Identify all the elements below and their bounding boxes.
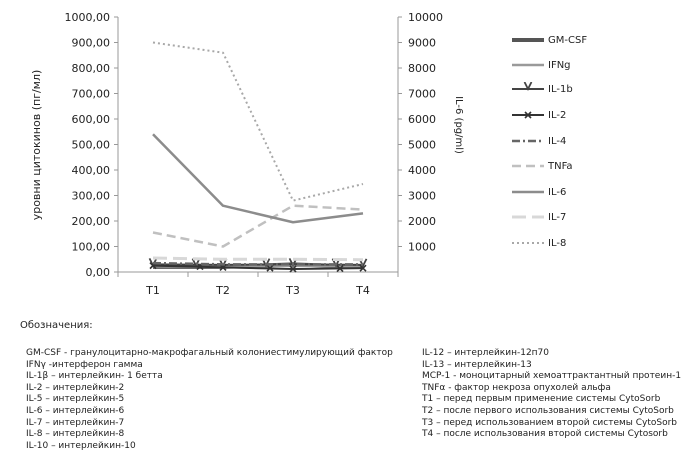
legend-label: IL-7 <box>548 211 567 223</box>
note-line: IL-2 – интерлейкин-2 <box>26 382 125 393</box>
y-tick-label-right: 1000 <box>408 241 436 254</box>
legend-item-ifng: IFNg <box>510 58 571 72</box>
legend-swatch <box>512 82 544 92</box>
y-tick-label-left: 1000,00 <box>65 11 111 24</box>
legend-item-il-2: IL-2 <box>510 108 566 122</box>
legend-swatch <box>512 111 544 119</box>
legend-swatch <box>512 38 544 42</box>
data-point-il-2 <box>266 264 274 272</box>
y-axis-label-right: IL-6 (pg/ml) <box>453 96 464 154</box>
y-tick-label-left: 100,00 <box>72 241 111 254</box>
series-il-8 <box>152 41 364 202</box>
legend-item-il-7: IL-7 <box>510 210 566 224</box>
note-line: GM-CSF - гранулоцитарно-макрофагальный к… <box>26 348 393 358</box>
y-tick-label-left: 400,00 <box>72 164 111 177</box>
legend-item-tnfa: TNFa <box>510 159 573 173</box>
series-il-7 <box>152 256 364 262</box>
legend-marker <box>524 111 532 119</box>
data-point-il-1b <box>218 258 228 268</box>
series-line-il-6 <box>152 133 364 224</box>
notes-right-column: IL-12 – интерлейкин-12п70 IL-13 – интерле… <box>422 348 681 441</box>
legend-label: IL-4 <box>548 135 567 147</box>
note-line: IL-6 – интерлейкин-6 <box>26 405 125 416</box>
legend-item-il-6: IL-6 <box>510 185 566 199</box>
series-line-il-7 <box>152 256 364 262</box>
y-tick-label-right: 8000 <box>408 62 436 75</box>
note-line: T1 – перед первым применение системы Cyt… <box>422 394 661 405</box>
data-point-il-2 <box>289 265 297 273</box>
legend-swatch <box>512 215 544 219</box>
legend-label: GM-CSF <box>548 34 588 46</box>
note-line: MCP-1 - моноцитарный хемоаттрактантный п… <box>422 371 682 382</box>
y-tick-label-right: 7000 <box>408 88 436 101</box>
y-tick-label-right: 4000 <box>408 164 436 177</box>
data-point-il-1b <box>261 258 271 268</box>
y-tick-label-left: 600,00 <box>72 113 111 126</box>
y-tick-label-right: 5000 <box>408 139 436 152</box>
legend-label: IL-1b <box>548 83 573 95</box>
y-tick-label-right: 10000 <box>408 11 443 24</box>
legend-label: IL-8 <box>548 237 567 249</box>
y-tick-label-left: 900,00 <box>72 37 111 50</box>
note-line: IL-13 – интерлейкин-13 <box>422 359 532 370</box>
legend-label: TNFa <box>548 160 573 172</box>
series-il-2 <box>149 262 367 273</box>
note-line: T3 – перед использованием второй системы… <box>422 417 678 428</box>
note-line: T4 – после использования второй системы … <box>422 429 668 440</box>
y-tick-label-right: 6000 <box>408 113 436 126</box>
y-tick-label-right: 3000 <box>408 190 436 203</box>
y-tick-label-right: 2000 <box>408 215 436 228</box>
y-tick-label-left: 300,00 <box>72 190 111 203</box>
series-tnfa <box>152 204 364 248</box>
y-tick-label-right: 9000 <box>408 37 436 50</box>
data-point-il-2 <box>336 264 344 273</box>
legend-swatch <box>512 139 544 143</box>
y-tick-label-left: 500,00 <box>72 139 111 152</box>
legend-label: IL-6 <box>548 186 567 198</box>
legend-swatch <box>512 63 544 67</box>
note-line: IL-12 – интерлейкин-12п70 <box>422 348 550 358</box>
y-tick-label-left: 200,00 <box>72 215 111 228</box>
series-line-tnfa <box>152 204 364 248</box>
legend-marker <box>523 82 533 92</box>
note-line: TNFα - фактор некроза опухолей альфа <box>422 382 611 393</box>
x-tick-label: T3 <box>285 284 300 297</box>
legend-swatch <box>512 164 544 168</box>
legend-label: IL-2 <box>548 109 567 121</box>
note-line: T2 – после первого использования системы… <box>422 405 674 416</box>
x-tick-label: T4 <box>355 284 370 297</box>
legend-item-il-8: IL-8 <box>510 236 566 250</box>
legend-item-gm-csf: GM-CSF <box>510 33 587 47</box>
legend-swatch <box>512 190 544 194</box>
note-line: IFNγ -интерферон гамма <box>26 359 143 370</box>
legend-item-il-1b: IL-1b <box>510 82 573 96</box>
notes-title: Обозначения: <box>20 320 93 331</box>
legend-label: IFNg <box>548 59 571 71</box>
data-point-il-2 <box>359 264 367 272</box>
series-line-il-4 <box>152 261 363 266</box>
series-line-il-8 <box>152 41 364 202</box>
chart-axes: 0,00 100,00 200,00 300,00 400,00 500,00 600,00… <box>65 11 444 297</box>
cytokine-line-chart: 0,00 100,00 200,00 300,00 400,00 500,00 600,00… <box>30 11 464 297</box>
legend-swatch <box>512 242 544 244</box>
series-il-4 <box>152 261 364 266</box>
y-axis-label-left: уровни цитокинов (пг/мл) <box>30 70 43 221</box>
x-tick-label: T1 <box>145 284 160 297</box>
series-line-il-2 <box>152 264 364 270</box>
note-line: IL-1β – интерлейкин- 1 бетта <box>26 371 163 382</box>
note-line: IL-5 – интерлейкин-5 <box>26 394 125 405</box>
y-tick-label-left: 800,00 <box>72 62 111 75</box>
legend-item-il-4: IL-4 <box>510 134 566 148</box>
series-il-6 <box>152 133 364 224</box>
chart-series <box>148 41 368 273</box>
y-tick-label-left: 700,00 <box>72 88 111 101</box>
data-point-il-1b <box>191 258 201 268</box>
notes-left-column: GM-CSF - гранулоцитарно-макрофагальный к… <box>26 348 393 452</box>
x-tick-label: T2 <box>215 284 230 297</box>
note-line: IL-7 – интерлейкин-7 <box>26 417 125 428</box>
note-line: IL-10 – интерлейкин-10 <box>26 440 136 451</box>
y-tick-label-left: 0,00 <box>86 266 111 279</box>
note-line: IL-8 – интерлейкин-8 <box>26 429 125 440</box>
